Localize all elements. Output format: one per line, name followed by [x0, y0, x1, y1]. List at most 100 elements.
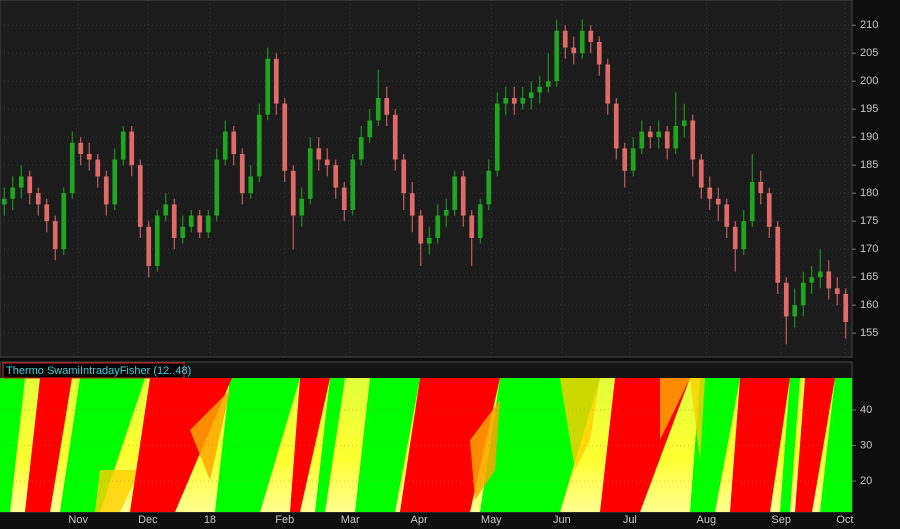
candle-body: [528, 92, 534, 98]
candle-body: [460, 176, 466, 216]
candle-body: [749, 181, 755, 222]
candle-body: [724, 204, 730, 227]
candle-body: [783, 282, 789, 317]
candle-body: [409, 193, 415, 216]
candle-body: [707, 187, 713, 199]
candle-body: [605, 64, 611, 104]
x-tick-label: Dec: [138, 514, 158, 526]
candle-body: [452, 176, 458, 210]
x-tick-label: Jul: [623, 514, 637, 526]
candle-body: [834, 288, 840, 294]
candle-body: [1, 198, 7, 205]
candle-body: [27, 176, 33, 194]
candle-body: [248, 176, 254, 194]
candle-body: [69, 142, 75, 194]
candle-body: [800, 282, 806, 306]
candle-body: [443, 209, 449, 216]
candle-body: [622, 148, 628, 171]
candle-body: [197, 215, 203, 233]
x-tick-label: Mar: [341, 514, 360, 526]
candle-body: [494, 103, 500, 171]
candle-body: [367, 120, 373, 138]
y-tick-label: 195: [860, 103, 878, 115]
y-tick-label: 30: [860, 439, 872, 451]
candle-body: [545, 81, 551, 87]
candle-body: [537, 86, 543, 93]
candle-body: [817, 271, 823, 278]
heatmap: [0, 378, 852, 512]
candle-body: [741, 221, 747, 250]
candle-body: [180, 226, 186, 238]
candle-body: [630, 148, 636, 171]
candle-body: [766, 193, 772, 227]
candle-body: [554, 30, 560, 82]
candle-body: [809, 277, 815, 283]
candle-body: [384, 97, 390, 115]
x-tick-label: Aug: [697, 514, 717, 526]
y-tick-label: 200: [860, 75, 878, 87]
candle-body: [350, 159, 356, 210]
x-tick-label: Nov: [68, 514, 88, 526]
candle-body: [146, 226, 152, 266]
candle-body: [418, 215, 424, 244]
candle-body: [188, 215, 194, 227]
candle-body: [758, 181, 764, 194]
y-tick-label: 155: [860, 327, 878, 339]
y-tick-label: 20: [860, 475, 872, 487]
candle-body: [843, 293, 849, 322]
candle-body: [503, 97, 509, 104]
y-tick-label: 205: [860, 47, 878, 59]
candle-body: [698, 159, 704, 188]
x-tick-label: Feb: [275, 514, 294, 526]
candle-body: [171, 204, 177, 238]
candle-body: [154, 215, 160, 266]
y-tick-label: 40: [860, 404, 872, 416]
candle-body: [137, 165, 143, 227]
candle-body: [639, 131, 645, 149]
candle-body: [690, 120, 696, 160]
axis-labels: Nov Dec 18 Feb Mar Apr May Jun Jul Aug Sep Oct 155 16…: [68, 19, 878, 526]
candle-body: [333, 165, 339, 188]
candle-body: [324, 159, 330, 166]
candle-body: [426, 237, 432, 244]
x-tick-label: Jun: [553, 514, 571, 526]
candle-body: [18, 176, 24, 188]
x-tick-label: Oct: [836, 514, 853, 526]
candle-body: [511, 97, 517, 104]
candle-body: [214, 159, 220, 216]
y-tick-label: 180: [860, 187, 878, 199]
candle-body: [613, 103, 619, 149]
candles: [1, 19, 849, 345]
candle-body: [647, 131, 653, 138]
candle-body: [664, 131, 670, 149]
candle-body: [265, 58, 271, 115]
candle-body: [61, 193, 67, 250]
candle-body: [341, 187, 347, 210]
y-tick-label: 170: [860, 243, 878, 255]
candle-body: [307, 148, 313, 199]
candle-body: [44, 204, 50, 222]
candle-body: [112, 159, 118, 205]
candle-body: [52, 221, 58, 250]
candle-body: [78, 142, 84, 154]
candle-body: [775, 226, 781, 283]
candle-body: [231, 131, 237, 154]
candle-body: [282, 103, 288, 171]
candle-body: [256, 114, 262, 177]
candle-body: [35, 193, 41, 205]
candle-body: [401, 159, 407, 194]
candle-body: [469, 215, 475, 238]
candle-body: [163, 204, 169, 216]
candle-body: [486, 170, 492, 205]
y-tick-label: 210: [860, 19, 878, 31]
candle-body: [392, 114, 398, 160]
candle-body: [435, 215, 441, 238]
candle-body: [732, 226, 738, 250]
x-tick-label: May: [481, 514, 502, 526]
candle-body: [222, 131, 228, 160]
candle-body: [375, 97, 381, 121]
candle-body: [299, 198, 305, 216]
candle-body: [715, 198, 721, 205]
candle-body: [562, 30, 568, 48]
